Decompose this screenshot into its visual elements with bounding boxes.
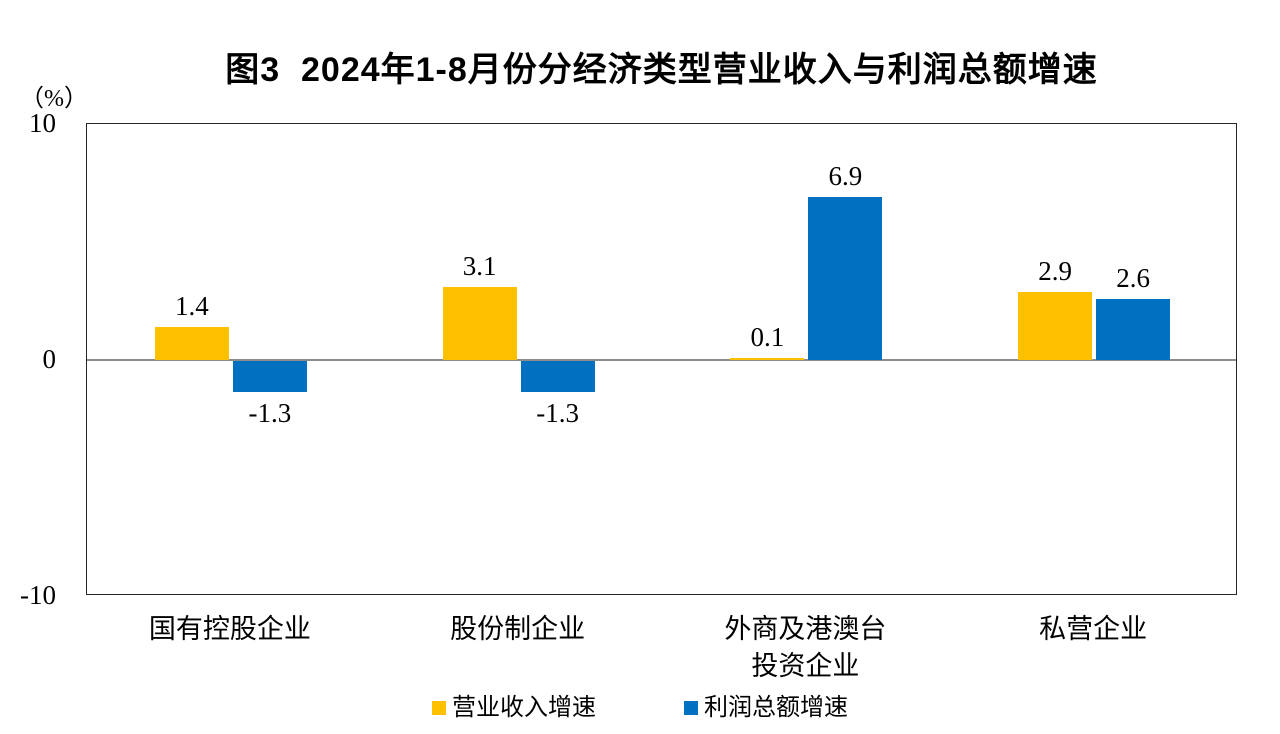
bar-revenue-growth-1: [442, 287, 517, 360]
category-label-3: 私营企业: [1039, 614, 1148, 644]
category-label-1: 股份制企业: [450, 614, 586, 644]
legend-swatch-revenue-growth: [432, 701, 446, 715]
zero-gridline: [87, 359, 1236, 361]
bar-revenue-growth-3: [1018, 292, 1093, 360]
bar-value-label: 2.9: [1038, 256, 1072, 286]
category-label-2: 外商及港澳台 投资企业: [724, 614, 887, 681]
legend-label: 利润总额增速: [704, 695, 848, 721]
legend-label: 营业收入增速: [452, 695, 596, 721]
bar-revenue-growth-2: [730, 358, 805, 360]
bar-profit-growth-2: [808, 197, 883, 360]
y-tick-label: -10: [20, 580, 56, 610]
y-tick-label: 0: [42, 344, 57, 374]
bar-value-label: -1.3: [536, 398, 579, 428]
bar-revenue-growth-0: [154, 327, 229, 360]
bar-value-label: -1.3: [248, 398, 292, 428]
plot-area: 1.4 3.1 0.1 2.9 -1.3 -1.3 6.9 2.6: [86, 123, 1237, 595]
bar-profit-growth-0: [232, 361, 307, 392]
legend-swatch-profit-growth: [684, 701, 698, 715]
bar-value-label: 1.4: [175, 291, 209, 321]
legend-item-revenue-growth: 营业收入增速: [432, 693, 596, 723]
bar-value-label: 6.9: [828, 161, 863, 191]
bar-value-label: 2.6: [1116, 263, 1150, 293]
bar-value-label: 3.1: [462, 251, 497, 281]
y-axis-unit-label: （%）: [20, 86, 88, 112]
y-tick-label: 10: [29, 108, 56, 138]
bar-profit-growth-3: [1096, 299, 1171, 360]
legend-item-profit-growth: 利润总额增速: [684, 693, 848, 723]
legend: 营业收入增速 利润总额增速: [0, 693, 1280, 723]
category-label-0: 国有控股企业: [148, 614, 311, 644]
bar-value-label: 0.1: [750, 322, 785, 352]
chart-title: 图3 2024年1-8月份分经济类型营业收入与利润总额增速: [225, 51, 1098, 89]
bar-profit-growth-1: [520, 361, 595, 392]
